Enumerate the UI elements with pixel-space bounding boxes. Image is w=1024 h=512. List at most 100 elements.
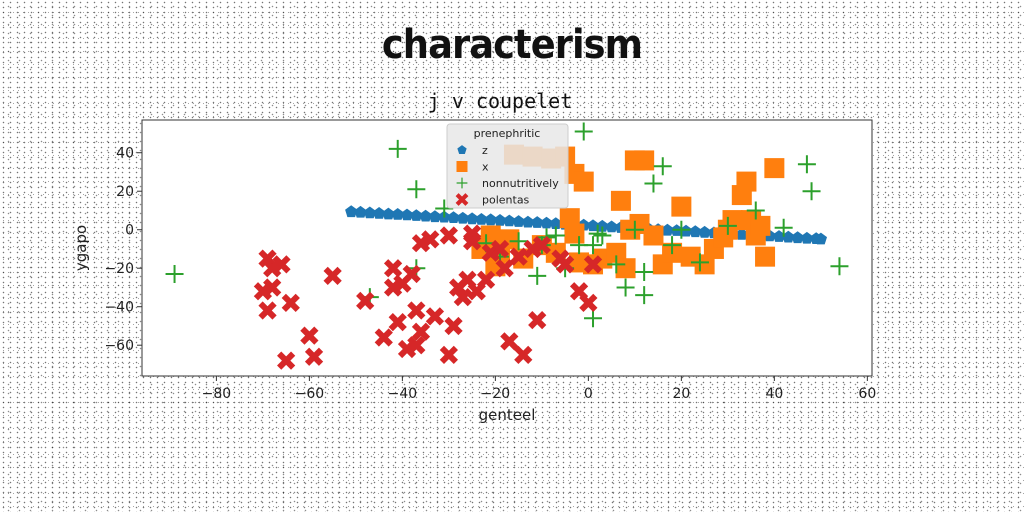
point-polentas-10 <box>323 266 342 286</box>
point-polentas-19 <box>407 336 426 355</box>
point-polentas-30 <box>490 239 510 259</box>
point-z-3 <box>373 207 386 219</box>
point-polentas-0 <box>258 249 277 268</box>
series-nonnutritively <box>165 122 849 328</box>
point-polentas-35 <box>555 255 575 274</box>
point-nonnutritively-29 <box>802 182 821 201</box>
x-tick-label: 20 <box>672 386 690 402</box>
point-polentas-37 <box>579 293 598 312</box>
point-x-34 <box>736 171 757 192</box>
point-polentas-21 <box>425 307 445 326</box>
point-polentas-17 <box>388 312 407 332</box>
y-tick-label: 40 <box>116 146 134 162</box>
point-z-16 <box>493 214 507 226</box>
legend: prenephritic zx nonnutritively polentas <box>446 123 569 209</box>
y-axis-ticks: −60 −40 −20 0 20 40 <box>104 146 142 354</box>
point-x-40 <box>610 190 631 211</box>
point-polentas-38 <box>583 255 603 274</box>
legend-box <box>446 123 569 209</box>
point-nonnutritively-7 <box>509 232 528 251</box>
series-polentas <box>253 224 603 370</box>
point-nonnutritively-13 <box>584 236 603 255</box>
point-z-5 <box>391 208 404 220</box>
point-polentas-24 <box>439 345 459 364</box>
point-polentas-23 <box>444 316 463 336</box>
x-tick-label: −80 <box>202 386 232 402</box>
point-nonnutritively-34 <box>635 263 654 282</box>
point-polentas-8 <box>300 326 319 345</box>
point-z-47 <box>782 230 795 243</box>
point-z-19 <box>521 215 535 228</box>
point-z-37 <box>689 225 702 238</box>
point-nonnutritively-25 <box>718 216 737 235</box>
point-polentas-46 <box>500 332 519 351</box>
point-nonnutritively-0 <box>165 264 184 283</box>
point-z-15 <box>484 213 497 226</box>
y-tick-label: −20 <box>104 261 134 277</box>
point-polentas-7 <box>277 351 296 370</box>
legend-entries: zx nonnutritively polentas <box>455 144 559 207</box>
x-axis-ticks: −80 −60 −40 −20 0 20 40 60 <box>202 376 876 402</box>
point-z-6 <box>400 208 414 221</box>
point-nonnutritively-27 <box>774 218 793 237</box>
point-z-27 <box>596 219 609 232</box>
y-tick-label: 20 <box>116 184 134 200</box>
legend-label-polentas: polentas <box>482 194 530 207</box>
point-x-6 <box>559 208 580 229</box>
point-polentas-3 <box>258 301 277 320</box>
point-nonnutritively-12 <box>574 122 593 141</box>
point-z-12 <box>456 211 469 224</box>
point-nonnutritively-24 <box>690 253 709 272</box>
point-polentas-22 <box>453 287 472 307</box>
point-polentas-47 <box>463 232 482 251</box>
point-x-37 <box>750 215 771 236</box>
point-nonnutritively-21 <box>653 157 672 176</box>
point-z-38 <box>698 225 711 238</box>
point-z-20 <box>531 216 544 228</box>
point-x-43 <box>564 223 585 244</box>
point-x-42 <box>629 213 650 234</box>
point-nonnutritively-1 <box>388 139 407 158</box>
legend-marker-z <box>457 145 467 154</box>
point-polentas-20 <box>411 322 431 341</box>
legend-entry-z: z <box>457 144 488 157</box>
legend-label-nonnutritively: nonnutritively <box>482 177 559 190</box>
point-z-28 <box>605 220 618 233</box>
point-polentas-40 <box>421 230 440 249</box>
chart-marks <box>165 122 849 370</box>
point-polentas-28 <box>476 270 496 289</box>
point-z-21 <box>540 216 553 229</box>
point-z-17 <box>503 214 516 227</box>
point-nonnutritively-4 <box>435 199 454 218</box>
point-x-5 <box>573 171 594 192</box>
x-tick-label: −60 <box>295 386 325 402</box>
point-z-4 <box>382 207 395 220</box>
legend-label-x: x <box>482 161 489 174</box>
point-z-26 <box>586 219 600 232</box>
point-nonnutritively-14 <box>584 309 603 328</box>
point-polentas-42 <box>439 226 459 245</box>
point-nonnutritively-19 <box>635 286 654 305</box>
x-tick-label: 0 <box>584 386 593 402</box>
point-z-11 <box>447 211 460 223</box>
point-nonnutritively-2 <box>407 180 426 199</box>
point-x-22 <box>634 150 655 171</box>
x-tick-label: 40 <box>765 386 783 402</box>
point-x-19 <box>606 242 627 263</box>
point-z-2 <box>363 206 376 219</box>
point-nonnutritively-22 <box>663 236 682 255</box>
point-x-20 <box>615 258 636 279</box>
point-nonnutritively-18 <box>625 220 644 239</box>
point-nonnutritively-23 <box>672 220 691 239</box>
point-polentas-4 <box>272 255 291 274</box>
point-nonnutritively-20 <box>644 174 663 193</box>
point-z-22 <box>549 217 562 229</box>
point-polentas-12 <box>374 328 393 347</box>
point-z-9 <box>428 210 442 223</box>
legend-marker-x <box>456 161 468 172</box>
point-polentas-6 <box>281 293 300 312</box>
point-nonnutritively-8 <box>528 266 547 285</box>
x-axis-label: genteel <box>479 406 536 424</box>
point-nonnutritively-17 <box>616 278 635 297</box>
legend-entry-polentas: polentas <box>455 193 530 207</box>
